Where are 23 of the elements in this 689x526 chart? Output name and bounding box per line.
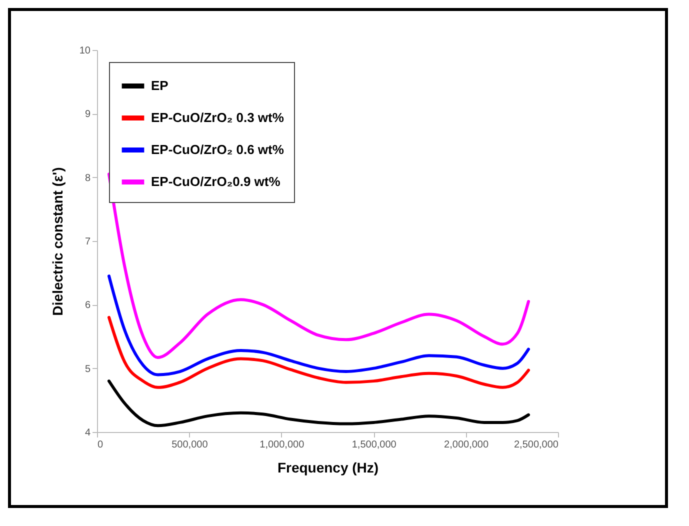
y-tick-label: 10 [79,46,91,56]
line-series [107,316,530,389]
y-axis-title: Dielectric constant (ε') [49,167,66,316]
y-tick-label: 6 [84,300,91,312]
y-tick-label: 4 [84,428,91,438]
x-tick-label: 2,000,000 [444,440,489,450]
x-tick-label: 0 [98,440,104,450]
y-tick-label: 9 [84,109,91,120]
x-tick-label: 1,500,000 [352,440,397,450]
x-tick-label: 2,500,000 [514,440,559,450]
legend-label: EP-CuO/ZrO₂ 0.3 wt% [151,110,284,125]
legend-label: EP [151,78,169,93]
line-series [107,274,530,376]
y-tick-label: 7 [84,236,91,248]
legend-label: EP-CuO/ZrO₂ 0.6 wt% [151,142,284,157]
line-series [107,380,530,428]
y-tick-label: 8 [84,172,91,184]
line-series [107,172,530,360]
legend-label: EP-CuO/ZrO₂0.9 wt% [151,174,281,189]
x-tick-label: 1,000,000 [260,440,305,450]
x-axis-title: Frequency (Hz) [277,460,379,476]
x-tick-label: 500,000 [172,440,208,450]
y-tick-label: 5 [84,364,91,375]
